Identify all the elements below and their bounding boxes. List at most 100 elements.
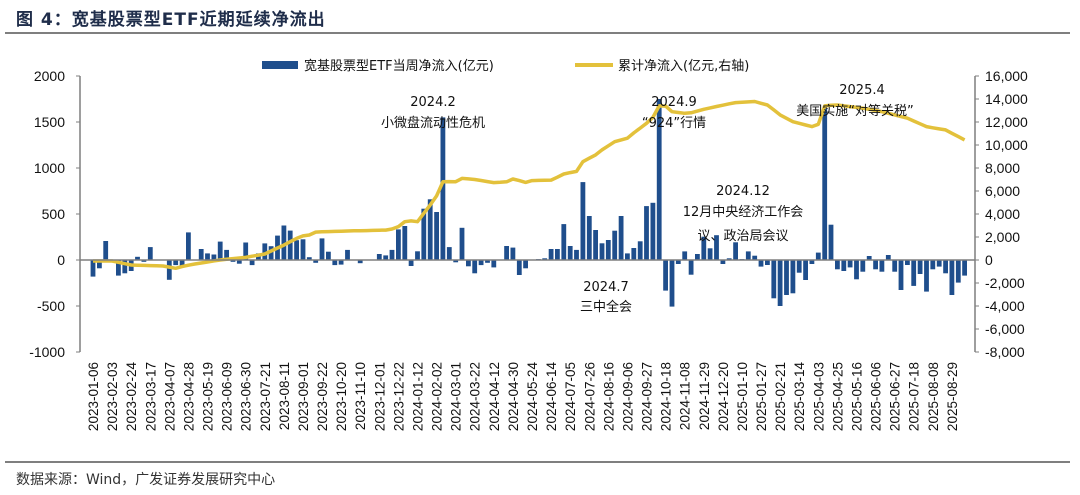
- left-tick-label: 500: [42, 206, 66, 222]
- bar-2025-08-15: [936, 260, 942, 267]
- x-tick-label: 2023-02-24: [124, 362, 139, 432]
- bar-2024-03-22: [472, 260, 478, 274]
- right-tick-label: 12,000: [985, 114, 1028, 130]
- cumulative-line: [93, 99, 966, 271]
- bar-2025-01-27: [758, 260, 764, 267]
- bar-2024-11-22: [695, 254, 700, 260]
- x-tick-label: 2023-03-17: [143, 362, 158, 431]
- x-tick-label: 2024-11-08: [678, 362, 693, 430]
- x-tick-label: 2024-10-18: [659, 362, 674, 431]
- x-tick-label: 2023-06-09: [220, 362, 235, 431]
- bar-2024-10-11: [656, 99, 662, 260]
- bar-2025-08-08: [930, 260, 936, 270]
- x-tick-label: 2024-06-14: [544, 362, 559, 432]
- annotation-2024-7-text: 三中全会: [580, 299, 632, 315]
- bar-2025-04-30: [841, 260, 847, 271]
- right-tick-label: 4,000: [985, 206, 1020, 222]
- x-tick-label: 2023-06-30: [239, 362, 254, 431]
- x-tick-label: 2023-10-20: [334, 362, 349, 431]
- bar-2025-09-05: [955, 260, 961, 283]
- bar-2024-02-02: [434, 212, 439, 260]
- bar-2023-08-18: [287, 230, 293, 260]
- bar-2024-12-06: [707, 248, 713, 260]
- annotation-2024-9-text: “924”行情: [642, 116, 706, 131]
- bar-2024-05-17: [523, 260, 528, 269]
- bar-2024-03-01: [453, 260, 459, 263]
- x-tick-label: 2025-08-08: [926, 362, 941, 431]
- bar-2023-09-01: [300, 239, 306, 260]
- x-tick-label: 2023-09-22: [315, 362, 330, 431]
- bar-2023-04-21: [179, 260, 185, 267]
- bar-2025-02-07: [765, 260, 770, 265]
- x-tick-label: 2023-08-11: [277, 362, 292, 430]
- bar-2025-07-11: [905, 260, 910, 265]
- bar-2024-04-30: [510, 247, 516, 260]
- bar-2025-03-14: [796, 260, 802, 273]
- x-tick-label: 2025-02-21: [773, 362, 788, 431]
- bar-2024-11-15: [688, 260, 694, 275]
- bar-2025-01-17: [745, 251, 751, 260]
- bar-2023-01-13: [97, 260, 102, 269]
- annotation-2024-2-text: 小微盘流动性危机: [381, 115, 485, 131]
- x-tick-label: 2023-04-28: [181, 362, 196, 431]
- bar-2023-07-28: [268, 246, 274, 260]
- annotation-2024-9-date: 2024.9: [651, 95, 697, 110]
- legend-label-bar: 宽基股票型ETF当周净流入(亿元): [304, 58, 494, 74]
- top-divider: [5, 32, 1070, 34]
- legend-swatch-line: [575, 63, 613, 67]
- bar-2024-03-08: [459, 227, 465, 260]
- bar-2025-06-06: [873, 260, 878, 270]
- x-tick-label: 2023-12-01: [372, 362, 387, 431]
- x-tick-label: 2023-04-07: [162, 362, 177, 431]
- bar-2024-12-20: [720, 260, 726, 264]
- bar-2024-10-25: [669, 260, 675, 307]
- left-tick-label: 0: [57, 252, 65, 268]
- bar-2023-06-02: [217, 241, 223, 260]
- right-tick-label: 6,000: [985, 183, 1020, 199]
- legend-label-line: 累计净流入(亿元,右轴): [618, 59, 749, 74]
- bar-2025-08-29: [949, 260, 955, 295]
- bar-2023-08-11: [281, 225, 287, 260]
- bar-2024-04-12: [491, 260, 497, 268]
- bar-2025-04-18: [828, 224, 834, 260]
- bar-2025-06-27: [892, 260, 898, 272]
- legend: 宽基股票型ETF当周净流入(亿元) 累计净流入(亿元,右轴): [262, 58, 749, 74]
- bar-2023-01-20: [103, 241, 109, 260]
- bar-2025-05-16: [854, 260, 859, 280]
- figure-title: 图 4：宽基股票型ETF近期延续净流出: [16, 10, 326, 30]
- bar-2023-04-28: [186, 232, 191, 260]
- bar-2024-11-08: [682, 251, 688, 260]
- x-tick-label: 2023-12-22: [391, 362, 406, 431]
- bar-2023-03-10: [141, 260, 147, 262]
- x-tick-label: 2025-01-10: [735, 362, 750, 431]
- bar-2025-03-21: [803, 260, 808, 280]
- bar-2024-01-19: [421, 208, 427, 260]
- x-tick-label: 2023-01-06: [86, 362, 101, 431]
- bar-2025-08-01: [924, 260, 929, 292]
- annotation-2025-4-text: 美国实施“对等关税”: [796, 103, 913, 119]
- bar-2024-07-19: [580, 182, 586, 260]
- x-tick-label: 2023-05-19: [201, 362, 216, 431]
- bar-2025-03-28: [809, 260, 815, 264]
- annotations: 2024.2 小微盘流动性危机 2024.9 “924”行情 2025.4 美国…: [381, 83, 914, 315]
- right-tick-label: 0: [985, 252, 993, 268]
- annotation-2024-7-date: 2024.7: [583, 280, 629, 295]
- x-tick-label: 2024-04-30: [506, 362, 521, 431]
- bar-2023-06-16: [230, 260, 236, 262]
- bar-2024-08-23: [612, 230, 618, 260]
- left-tick-label: -500: [37, 298, 65, 314]
- bar-2025-03-07: [790, 260, 796, 294]
- bar-2024-12-27: [726, 258, 732, 260]
- x-tick-label: 2023-11-10: [353, 362, 368, 430]
- bar-2025-04-03: [815, 252, 821, 260]
- x-tick-label: 2025-01-27: [754, 362, 769, 431]
- bar-2024-06-21: [555, 249, 560, 260]
- x-tick-label: 2024-01-12: [411, 362, 426, 431]
- bar-2023-11-10: [357, 260, 363, 264]
- bar-2024-09-06: [625, 253, 630, 260]
- right-tick-label: 14,000: [985, 91, 1028, 107]
- bar-2023-09-28: [326, 251, 331, 260]
- bar-2024-07-05: [567, 246, 573, 260]
- x-tick-label: 2025-04-03: [811, 362, 826, 431]
